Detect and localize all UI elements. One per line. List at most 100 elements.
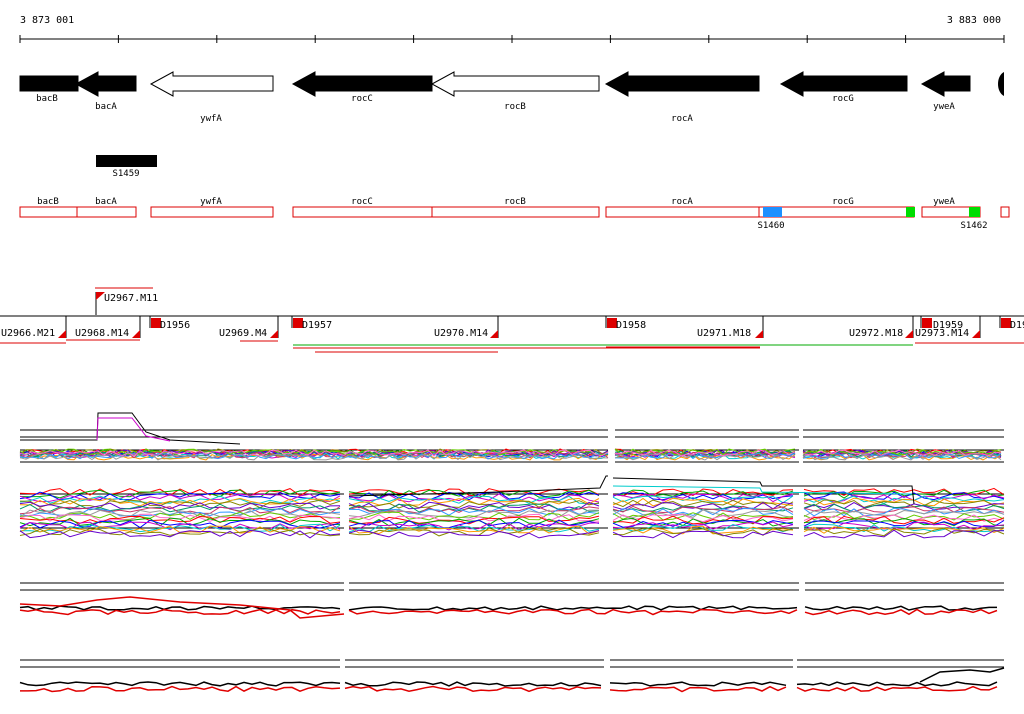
profile-trace [19,509,341,518]
gene-arrow-yweA[interactable] [920,71,971,97]
profile-trace-black [19,681,341,687]
profile-trace [803,515,1005,525]
segment-label[interactable]: U2969.M4 [219,328,267,339]
profile-trace [348,513,600,523]
segment-label[interactable]: U2970.M14 [434,328,488,339]
profile-trace [612,524,794,533]
gene-box-label-rocA: rocA [671,197,693,207]
profile-trace [612,489,794,498]
profile-trace [348,515,600,525]
ruler-start-label: 3 873 001 [20,15,74,26]
gene-label-rocB: rocB [504,102,526,112]
profile-trace [19,523,341,533]
gene-arrow-bacB[interactable] [19,75,79,92]
profile-trace [19,529,341,539]
profile-trace [19,501,341,510]
gene-box-rocA[interactable] [605,206,760,218]
segment-end-flag [905,330,913,338]
gene-box-ywfA[interactable] [150,206,274,218]
gene-arrow-rocG[interactable] [779,71,908,97]
profile-trace [615,449,796,457]
gene-box-rocG[interactable] [758,206,915,218]
profile-trace [19,519,341,529]
segment-end-flag [490,330,498,338]
segment-label-upper[interactable]: U2967.M11 [104,293,158,304]
segment-label[interactable]: D1956 [160,320,190,331]
segment-label[interactable]: D1957 [302,320,332,331]
gene-box-rocB[interactable] [431,206,600,218]
profile-trace-black [19,605,341,611]
profile-trace-red [804,608,998,616]
partial-gene-arrow [998,72,1004,96]
segment-label[interactable]: U2971.M18 [697,328,751,339]
expression-profile-panel-2 [19,475,1005,539]
gene-box-bacB[interactable] [19,206,78,218]
gene-label-ywfA: ywfA [200,114,222,124]
box-feature-label-S1460: S1460 [757,221,784,231]
segment-label[interactable]: D1959 [933,320,963,331]
profile-trace [348,507,600,516]
segment-label[interactable]: D1958 [616,320,646,331]
profile-trace [348,503,600,513]
segment-start-flag [293,318,303,328]
ruler-end-label: 3 883 000 [947,15,1001,26]
profile-trace-black [348,605,798,611]
segment-end-flag [270,330,278,338]
profile-trace [348,489,600,499]
profile-trace [19,513,341,523]
profile-trace-high [612,477,915,505]
segment-label[interactable]: U2966.M21 [1,328,55,339]
gene-arrow-ywfA[interactable] [149,71,274,97]
profile-trace-high [348,475,608,497]
profile-trace [612,493,794,503]
profile-trace [803,499,1005,508]
profile-trace [19,495,341,504]
feature-bar-S1459[interactable] [96,155,157,167]
profile-trace-red [19,608,341,616]
gene-label-rocG: rocG [832,94,854,104]
profile-trace [19,491,341,501]
segment-label[interactable]: U2972.M18 [849,328,903,339]
gene-box-rocC[interactable] [292,206,433,218]
profile-trace-black [919,667,1005,683]
segment-start-flag [607,318,617,328]
profile-trace-high [612,485,913,495]
gene-label-bacA: bacA [95,102,117,112]
profile-trace [19,489,341,499]
profile-trace [612,509,794,518]
profile-trace-red [796,685,998,692]
gene-box-bacA[interactable] [76,206,137,218]
profile-trace [19,448,609,456]
box-feature-S1460[interactable] [763,207,782,217]
gene-box-label-rocC: rocC [351,197,373,207]
gene-box-label-bacA: bacA [95,197,117,207]
feature-track: S1459 [96,155,157,179]
gene-arrow-bacA[interactable] [74,71,137,97]
profile-trace [348,525,600,535]
profile-trace [802,453,1002,461]
segment-label[interactable]: U2973.M14 [915,328,969,339]
profile-trace-black [344,681,602,687]
segment-label[interactable]: D19 [1010,320,1024,331]
feature-label-S1459: S1459 [112,169,139,179]
profile-trace [19,499,341,509]
gene-arrow-rocC[interactable] [291,71,433,97]
segment-end-flag [755,330,763,338]
box-feature-S1462[interactable] [969,207,980,217]
profile-trace [803,491,1005,501]
profile-trace [802,451,1002,459]
expression-profile-panel-3 [19,582,1004,619]
segment-end-flag [132,330,140,338]
profile-trace [612,497,794,507]
profile-trace-red [348,608,798,616]
gene-arrow-rocB[interactable] [430,71,600,97]
profile-trace [19,506,341,515]
gene-arrow-rocA[interactable] [604,71,760,97]
profile-trace [803,529,1005,539]
segment-label[interactable]: U2968.M14 [75,328,129,339]
profile-trace [19,527,341,537]
segment-end-flag [58,330,66,338]
segment-start-flag [922,318,932,328]
gene-box-label-bacB: bacB [37,197,59,207]
